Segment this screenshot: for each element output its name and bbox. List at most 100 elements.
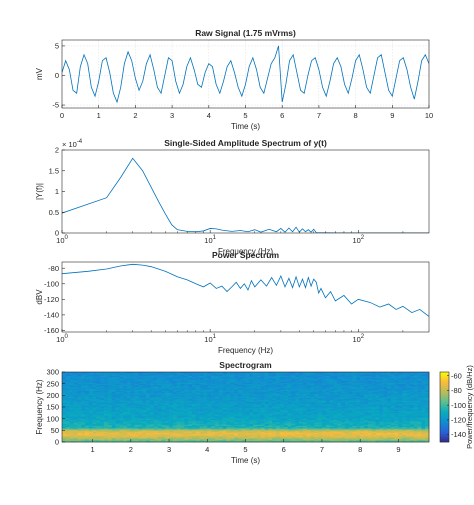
heatmap-cell	[367, 383, 372, 386]
heatmap-cell	[234, 403, 239, 405]
heatmap-cell	[249, 416, 254, 418]
heatmap-cell	[142, 388, 147, 390]
heatmap-cell	[123, 391, 128, 394]
heatmap-cell	[417, 397, 422, 400]
heatmap-cell	[119, 437, 124, 439]
heatmap-cell	[390, 386, 395, 388]
heatmap-cell	[180, 390, 185, 393]
heatmap-cell	[138, 403, 143, 405]
heatmap-cell	[406, 430, 411, 432]
heatmap-cell	[283, 414, 288, 416]
heatmap-cell	[176, 408, 181, 410]
heatmap-cell	[180, 417, 185, 419]
heatmap-cell	[341, 422, 346, 424]
heatmap-cell	[264, 408, 269, 410]
heatmap-cell	[234, 386, 239, 388]
heatmap-cell	[180, 408, 185, 410]
heatmap-cell	[62, 396, 67, 398]
heatmap-cell	[92, 418, 97, 421]
heatmap-cell	[379, 410, 384, 412]
heatmap-cell	[287, 397, 292, 400]
heatmap-cell	[218, 431, 223, 433]
heatmap-cell	[260, 438, 265, 440]
heatmap-cell	[149, 393, 155, 395]
heatmap-cell	[276, 436, 281, 438]
heatmap-cell	[344, 416, 350, 418]
heatmap-cell	[77, 403, 82, 405]
heatmap-cell	[126, 405, 132, 408]
heatmap-cell	[318, 398, 323, 401]
heatmap-cell	[337, 430, 342, 432]
heatmap-cell	[191, 393, 197, 395]
heatmap-cell	[253, 438, 258, 440]
heatmap-cell	[314, 393, 319, 395]
heatmap-cell	[256, 410, 262, 412]
heatmap-cell	[115, 401, 120, 403]
heatmap-cell	[417, 430, 422, 432]
heatmap-cell	[119, 438, 124, 440]
heatmap-cell	[302, 431, 307, 433]
heatmap-cell	[203, 440, 208, 443]
heatmap-cell	[306, 414, 311, 416]
heatmap-cell	[130, 417, 135, 419]
heatmap-cell	[195, 433, 200, 436]
heatmap-cell	[375, 390, 380, 393]
heatmap-cell	[77, 383, 82, 386]
heatmap-cell	[390, 387, 395, 389]
heatmap-cell	[226, 402, 231, 404]
heatmap-cell	[96, 425, 101, 428]
heatmap-cell	[306, 436, 311, 438]
heatmap-cell	[153, 439, 158, 442]
heatmap-cell	[398, 388, 403, 390]
heatmap-cell	[260, 440, 265, 443]
heatmap-cell	[184, 389, 189, 391]
heatmap-cell	[65, 425, 70, 428]
heatmap-cell	[241, 412, 246, 415]
heatmap-cell	[96, 439, 101, 442]
heatmap-cell	[348, 403, 353, 405]
heatmap-cell	[172, 390, 177, 393]
heatmap-cell	[272, 421, 277, 423]
heatmap-cell	[367, 407, 372, 409]
heatmap-cell	[348, 402, 353, 404]
heatmap-cell	[73, 401, 78, 403]
heatmap-cell	[115, 384, 120, 387]
heatmap-cell	[96, 418, 101, 421]
heatmap-cell	[318, 439, 323, 442]
heatmap-cell	[337, 393, 342, 395]
heatmap-cell	[84, 394, 90, 396]
heatmap-cell	[195, 439, 200, 442]
heatmap-cell	[237, 414, 242, 416]
heatmap-cell	[394, 436, 399, 438]
heatmap-cell	[207, 401, 212, 403]
heatmap-cell	[249, 396, 254, 398]
heatmap-cell	[375, 426, 380, 429]
heatmap-cell	[276, 428, 281, 430]
heatmap-cell	[291, 384, 296, 387]
heatmap-cell	[310, 408, 315, 410]
heatmap-cell	[188, 408, 193, 410]
heatmap-cell	[214, 439, 220, 442]
heatmap-cell	[417, 383, 422, 386]
heatmap-cell	[409, 409, 415, 411]
heatmap-cell	[344, 440, 350, 443]
heatmap-cell	[134, 393, 139, 395]
heatmap-cell	[237, 387, 242, 389]
heatmap-cell	[264, 383, 269, 386]
heatmap-cell	[329, 403, 334, 405]
heatmap-cell	[218, 417, 223, 419]
heatmap-cell	[96, 436, 101, 438]
heatmap-cell	[69, 418, 74, 421]
heatmap-cell	[249, 414, 254, 416]
heatmap-cell	[180, 440, 185, 443]
heatmap-cell	[299, 422, 304, 424]
heatmap-cell	[111, 424, 116, 426]
heatmap-cell	[306, 435, 311, 437]
heatmap-cell	[62, 410, 67, 412]
heatmap-cell	[226, 438, 231, 440]
heatmap-cell	[237, 407, 242, 409]
heatmap-cell	[272, 393, 277, 395]
heatmap-cell	[272, 440, 277, 443]
heatmap-cell	[425, 411, 430, 414]
heatmap-cell	[249, 431, 254, 433]
